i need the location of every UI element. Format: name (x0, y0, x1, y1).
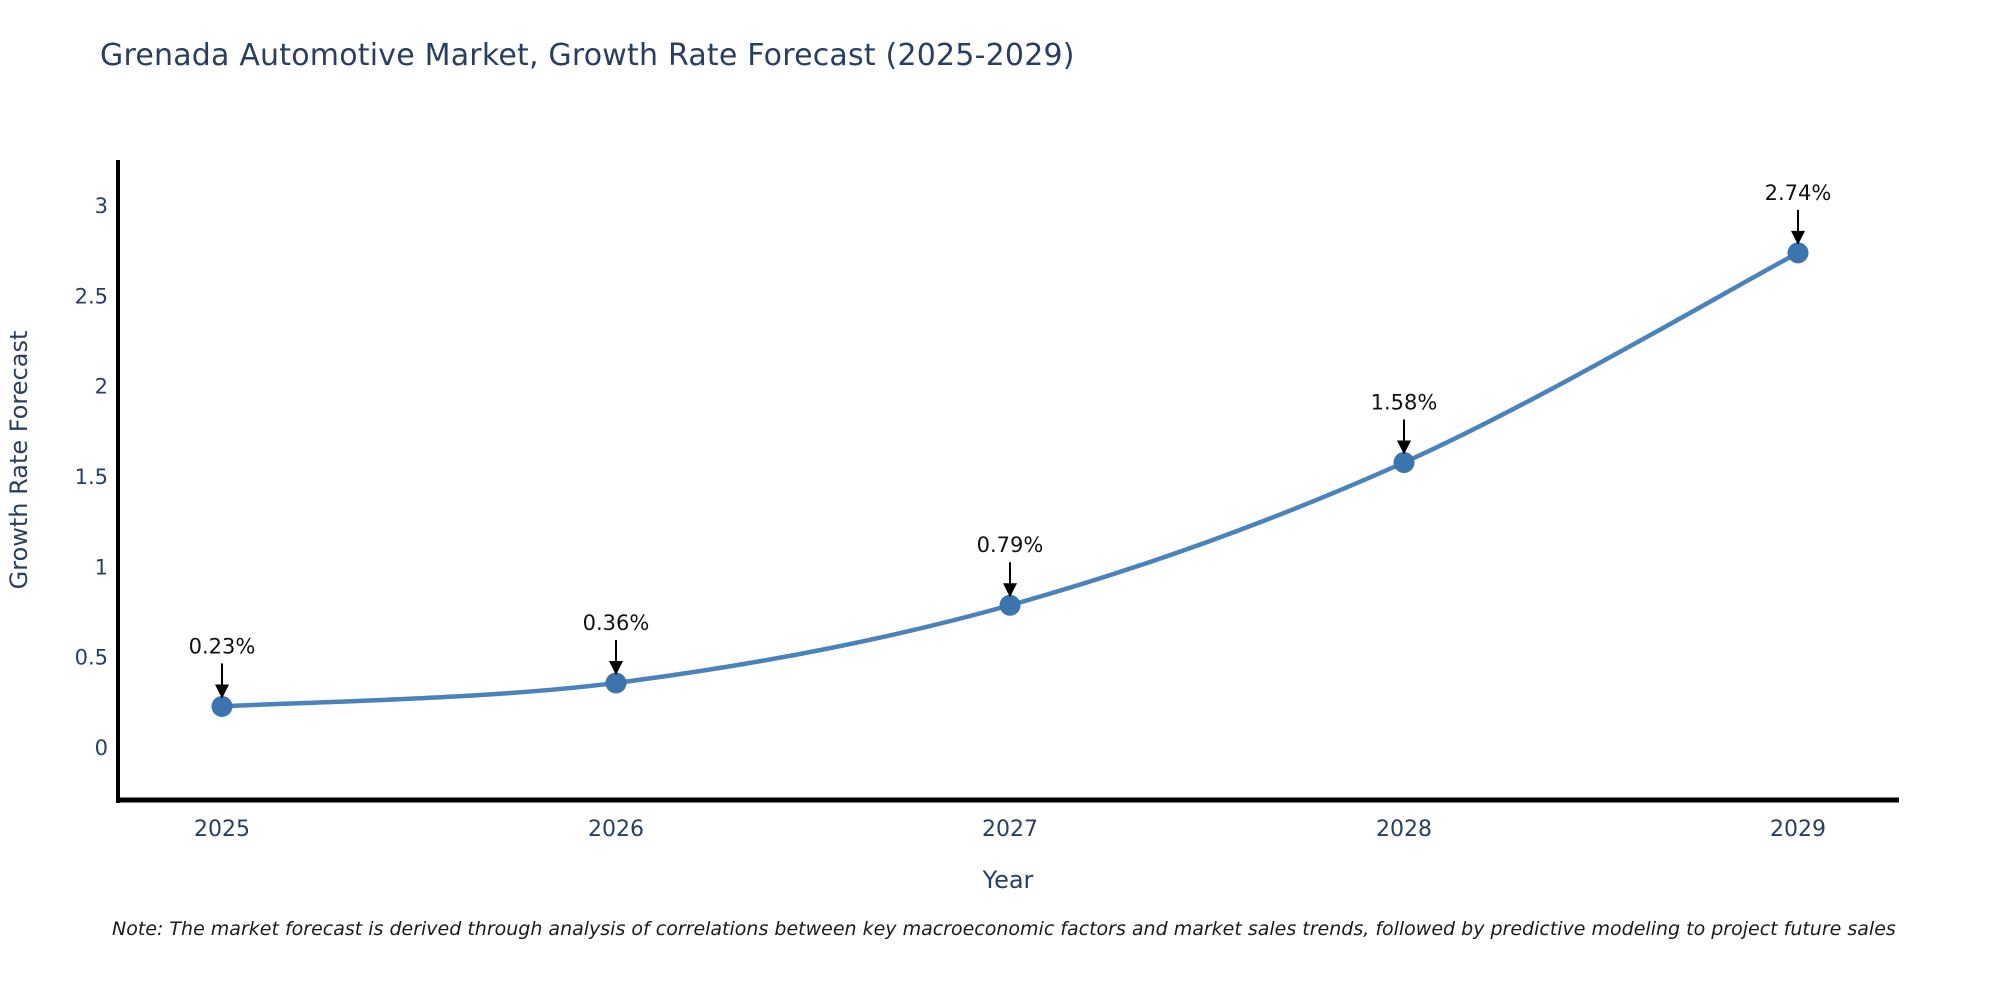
data-point-2028 (1393, 451, 1415, 473)
footnote: Note: The market forecast is derived thr… (112, 918, 1896, 940)
data-point-2029 (1787, 242, 1809, 264)
x-tick-label: 2027 (982, 817, 1038, 842)
annotation-label: 0.79% (977, 533, 1044, 557)
data-point-2027 (999, 594, 1021, 616)
data-point-2026 (605, 672, 627, 694)
y-tick-label: 3 (95, 194, 108, 218)
annotation-arrow-head (215, 684, 229, 699)
annotation-label: 2.74% (1765, 181, 1832, 205)
annotation-label: 0.36% (583, 611, 650, 635)
annotation-label: 0.23% (189, 634, 256, 658)
x-axis-title: Year (982, 866, 1034, 894)
y-tick-label: 2 (95, 375, 108, 399)
annotation-label: 1.58% (1371, 390, 1438, 414)
y-tick-label: 0.5 (75, 646, 108, 670)
x-tick-label: 2029 (1770, 817, 1826, 842)
x-tick-label: 2028 (1376, 817, 1432, 842)
annotation-arrow-head (1791, 230, 1805, 245)
annotation-arrow-head (1003, 583, 1017, 598)
x-tick-label: 2026 (588, 817, 644, 842)
y-tick-label: 1 (95, 555, 108, 579)
annotation-arrow-head (1397, 440, 1411, 455)
data-point-2025 (211, 695, 233, 717)
chart-title: Grenada Automotive Market, Growth Rate F… (100, 38, 1075, 73)
annotation-arrow-head (609, 660, 623, 675)
y-tick-label: 1.5 (75, 465, 108, 489)
y-tick-label: 0 (95, 736, 108, 760)
y-tick-label: 2.5 (75, 284, 108, 308)
forecast-line (219, 250, 1801, 709)
y-axis-title: Growth Rate Forecast (5, 331, 33, 590)
x-tick-label: 2025 (194, 817, 250, 842)
